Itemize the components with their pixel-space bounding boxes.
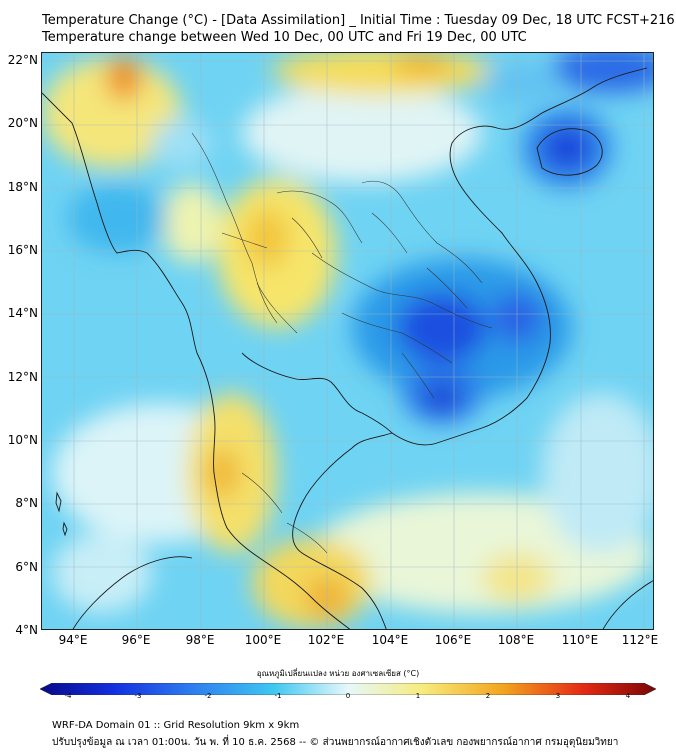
lon-label-94: 94°E (58, 633, 88, 647)
colorbar-tick-2: 2 (485, 692, 491, 700)
title-line-1: Temperature Change (°C) - [Data Assimila… (42, 13, 675, 28)
graticule (42, 53, 653, 629)
lon-label-106: 106°E (434, 633, 472, 647)
lon-label-102: 102°E (307, 633, 345, 647)
country-borders (191, 132, 493, 554)
lon-label-108: 108°E (497, 633, 535, 647)
colorbar-tick-4: 4 (625, 692, 631, 700)
lat-label-8: 8°N (15, 496, 38, 510)
lon-label-98: 98°E (185, 633, 215, 647)
lat-label-4: 4°N (15, 623, 38, 637)
lat-label-16: 16°N (7, 243, 38, 257)
lon-label-112: 112°E (621, 633, 659, 647)
colorbar-title: อุณหภูมิเปลี่ยนแปลง หน่วย องศาเซลเซียส (… (256, 669, 420, 678)
coastlines (42, 67, 653, 629)
map-canvas (42, 53, 653, 629)
footer-model-info: WRF-DA Domain 01 :: Grid Resolution 9km … (52, 720, 300, 731)
lat-label-10: 10°N (7, 433, 38, 447)
colorbar-tick-0: 0 (345, 692, 351, 700)
temperature-field (42, 53, 653, 628)
footer-update-info: ปรับปรุงข้อมูล ณ เวลา 01:00น. วัน พ. ที่… (52, 737, 619, 748)
colorbar-tick-m1: -1 (274, 692, 282, 700)
lon-label-96: 96°E (121, 633, 151, 647)
chart-title: Temperature Change (°C) - [Data Assimila… (42, 12, 675, 46)
colorbar-tick-1: 1 (415, 692, 421, 700)
lat-label-6: 6°N (15, 560, 38, 574)
lat-label-12: 12°N (7, 370, 38, 384)
lon-label-100: 100°E (244, 633, 282, 647)
colorbar-tick-3: 3 (555, 692, 561, 700)
colorbar-tick-m2: -2 (204, 692, 212, 700)
title-line-2: Temperature change between Wed 10 Dec, 0… (42, 30, 527, 45)
lat-label-22: 22°N (7, 53, 38, 67)
temperature-map (41, 52, 654, 630)
lat-label-20: 20°N (7, 116, 38, 130)
colorbar-tick-m4: -4 (64, 692, 72, 700)
colorbar-tick-m3: -3 (134, 692, 142, 700)
lat-label-18: 18°N (7, 180, 38, 194)
lat-label-14: 14°N (7, 306, 38, 320)
lon-label-110: 110°E (561, 633, 599, 647)
lon-label-104: 104°E (371, 633, 409, 647)
